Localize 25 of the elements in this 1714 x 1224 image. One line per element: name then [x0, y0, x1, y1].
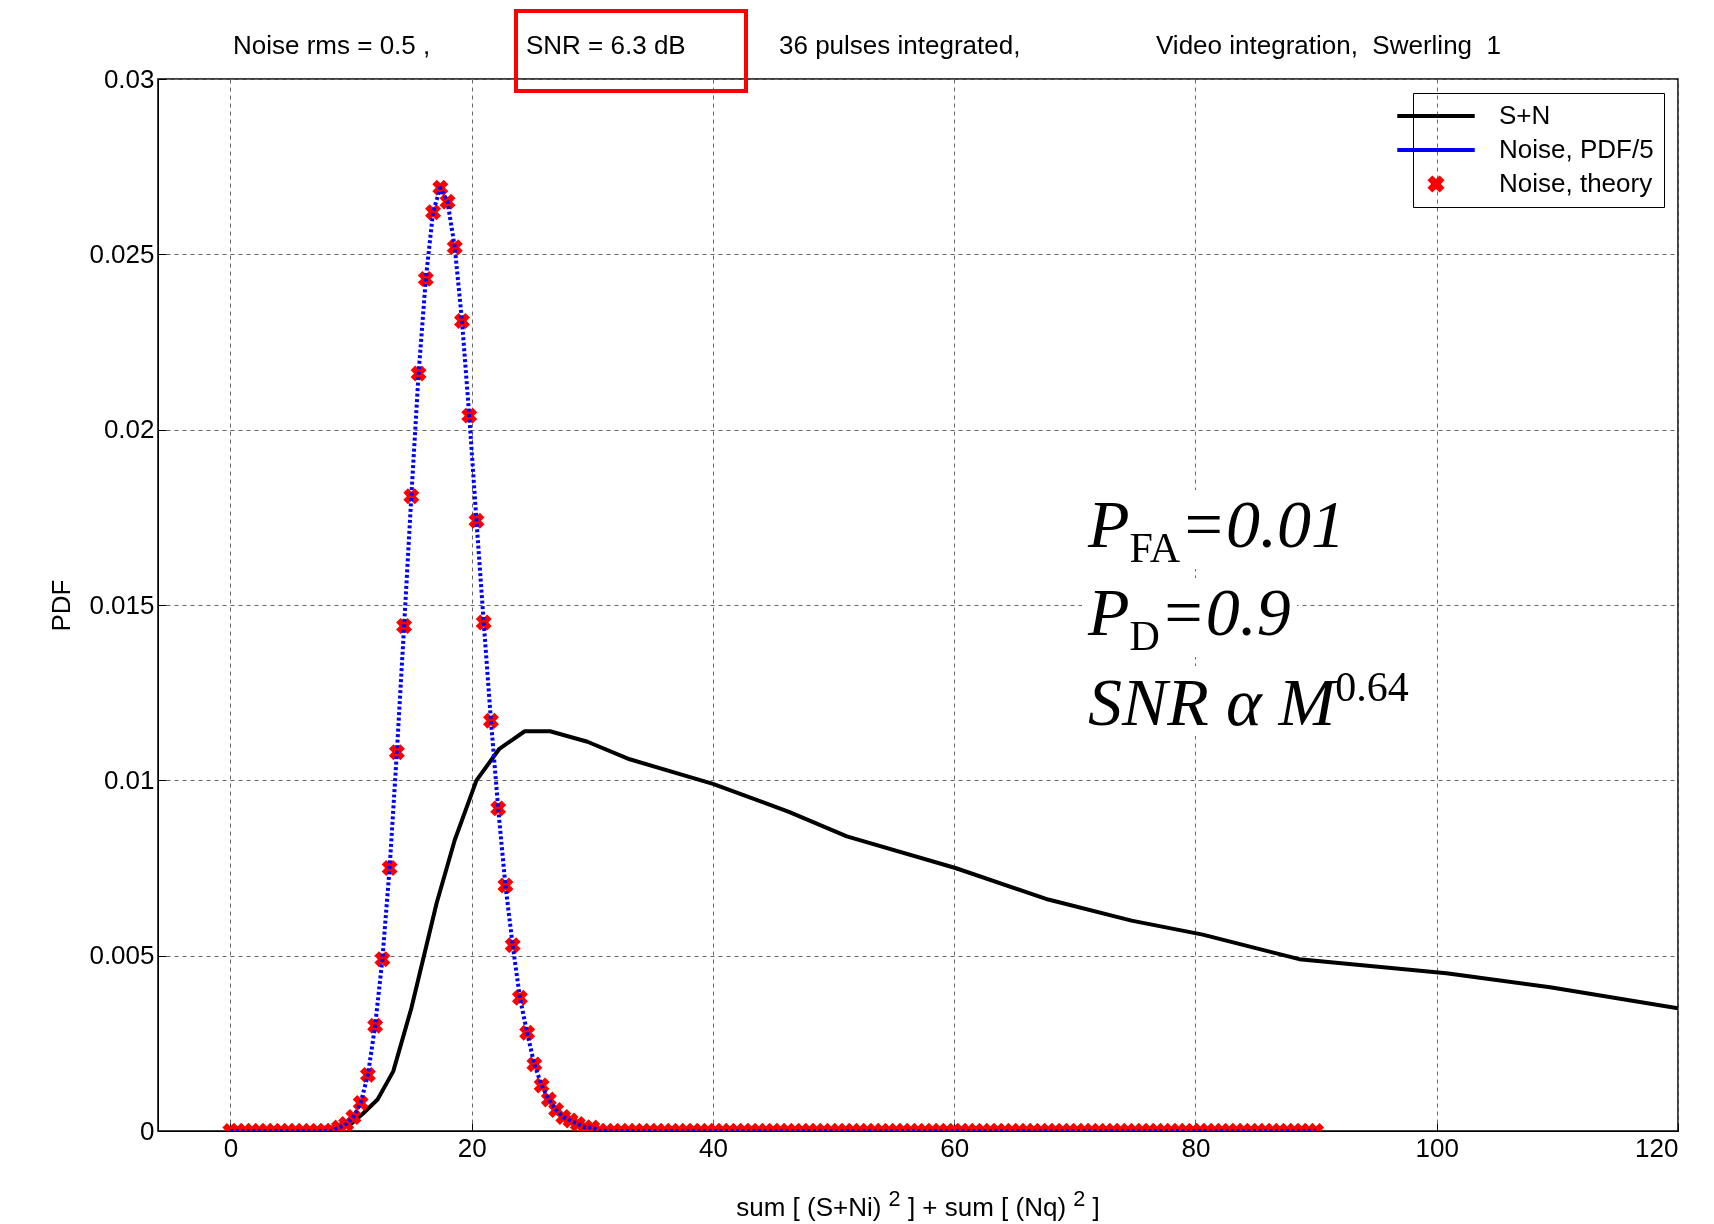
text: SNR = 6.3 dB — [526, 30, 686, 60]
y-tick-label: 0.01 — [103, 764, 155, 795]
x-tick-label: 20 — [457, 1132, 487, 1163]
x-tick-label: 80 — [1181, 1132, 1211, 1163]
legend-label: S+N — [1499, 100, 1551, 130]
y-tick-label: 0.015 — [89, 589, 155, 620]
x-tick-label: 0 — [223, 1132, 239, 1163]
x-tick-label: 60 — [940, 1132, 970, 1163]
annotation: P$_{FA}$=0.01 — [1086, 486, 1346, 571]
x-tick-label: 120 — [1635, 1132, 1679, 1163]
annotation: SNR α M$^{0.64}$ — [1087, 663, 1410, 740]
annotation: P$_{D}$=0.9 — [1086, 574, 1292, 659]
text: 36 pulses integrated, — [779, 30, 1021, 60]
chart-title: Noise rms = 0.5 , — [233, 30, 431, 60]
y-tick-label: 0.005 — [89, 940, 155, 971]
y-axis-title: PDF — [46, 579, 77, 632]
y-tick-label: 0.02 — [103, 414, 155, 445]
legend-label: Noise, theory — [1499, 168, 1653, 198]
x-axis-title: sum [ (S+Ni) $^{2}$ ] + sum [ (Nq) $^{2}$ ] — [736, 1186, 1100, 1222]
x-tick-label: 100 — [1415, 1132, 1459, 1163]
text: Video integration, Swerling 1 — [1156, 30, 1501, 60]
y-tick-label: 0.025 — [89, 238, 155, 269]
legend-label: Noise, PDF/5 — [1499, 134, 1654, 164]
x-tick-label: 40 — [698, 1132, 728, 1163]
y-tick-label: 0.03 — [103, 63, 155, 94]
